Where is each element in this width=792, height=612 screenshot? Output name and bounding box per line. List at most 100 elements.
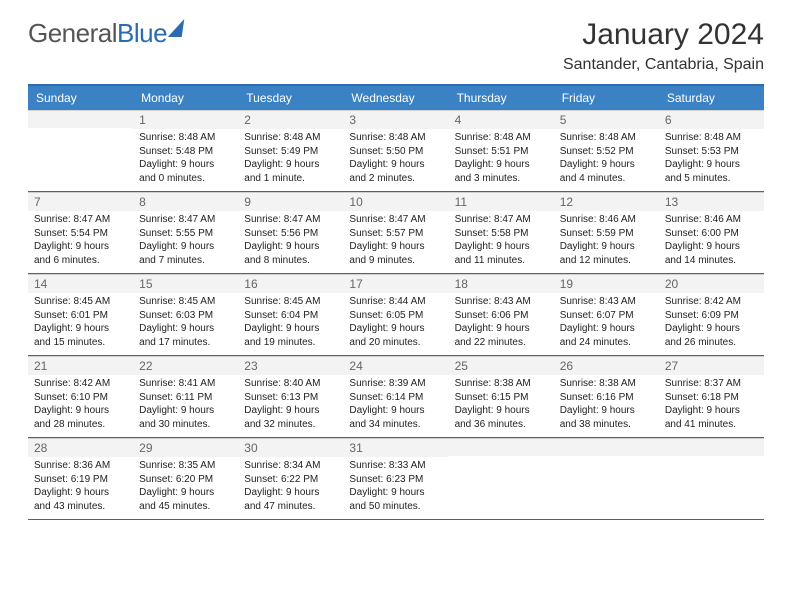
day-detail: Sunrise: 8:38 AMSunset: 6:16 PMDaylight:… xyxy=(560,377,653,431)
day-detail: Sunrise: 8:40 AMSunset: 6:13 PMDaylight:… xyxy=(244,377,337,431)
day-number: 22 xyxy=(133,357,238,375)
day-detail: Sunrise: 8:46 AMSunset: 5:59 PMDaylight:… xyxy=(560,213,653,267)
day-header: Tuesday xyxy=(238,86,343,110)
day-cell: 13 Sunrise: 8:46 AMSunset: 6:00 PMDayligh… xyxy=(659,192,764,273)
daylight-text: Daylight: 9 hours and 36 minutes. xyxy=(455,404,548,431)
daylight-text: Daylight: 9 hours and 41 minutes. xyxy=(665,404,758,431)
day-number: 5 xyxy=(554,111,659,129)
day-header: Saturday xyxy=(659,86,764,110)
day-number xyxy=(659,439,764,456)
day-cell xyxy=(554,438,659,519)
day-detail: Sunrise: 8:47 AMSunset: 5:58 PMDaylight:… xyxy=(455,213,548,267)
sunrise-text: Sunrise: 8:48 AM xyxy=(139,131,232,145)
day-number: 13 xyxy=(659,193,764,211)
sunrise-text: Sunrise: 8:47 AM xyxy=(139,213,232,227)
logo: GeneralBlue xyxy=(28,18,183,49)
day-detail: Sunrise: 8:48 AMSunset: 5:48 PMDaylight:… xyxy=(139,131,232,185)
sunset-text: Sunset: 5:56 PM xyxy=(244,227,337,241)
day-cell: 7Sunrise: 8:47 AMSunset: 5:54 PMDaylight… xyxy=(28,192,133,273)
sunrise-text: Sunrise: 8:46 AM xyxy=(560,213,653,227)
daylight-text: Daylight: 9 hours and 14 minutes. xyxy=(665,240,758,267)
day-detail: Sunrise: 8:46 AMSunset: 6:00 PMDaylight:… xyxy=(665,213,758,267)
daylight-text: Daylight: 9 hours and 38 minutes. xyxy=(560,404,653,431)
calendar: Sunday Monday Tuesday Wednesday Thursday… xyxy=(28,84,764,520)
day-number: 20 xyxy=(659,275,764,293)
day-number: 31 xyxy=(343,439,448,457)
day-cell: 3 Sunrise: 8:48 AMSunset: 5:50 PMDaylight… xyxy=(343,110,448,191)
sunset-text: Sunset: 5:49 PM xyxy=(244,145,337,159)
daylight-text: Daylight: 9 hours and 15 minutes. xyxy=(34,322,127,349)
daylight-text: Daylight: 9 hours and 9 minutes. xyxy=(349,240,442,267)
day-number: 8 xyxy=(133,193,238,211)
day-number: 6 xyxy=(659,111,764,129)
day-cell: 20Sunrise: 8:42 AMSunset: 6:09 PMDayligh… xyxy=(659,274,764,355)
week-row: 28Sunrise: 8:36 AMSunset: 6:19 PMDayligh… xyxy=(28,438,764,520)
sunset-text: Sunset: 5:55 PM xyxy=(139,227,232,241)
day-cell: 17 Sunrise: 8:44 AMSunset: 6:05 PMDayligh… xyxy=(343,274,448,355)
daylight-text: Daylight: 9 hours and 11 minutes. xyxy=(455,240,548,267)
sunrise-text: Sunrise: 8:48 AM xyxy=(244,131,337,145)
day-header-row: Sunday Monday Tuesday Wednesday Thursday… xyxy=(28,86,764,110)
day-number: 26 xyxy=(554,357,659,375)
daylight-text: Daylight: 9 hours and 5 minutes. xyxy=(665,158,758,185)
daylight-text: Daylight: 9 hours and 0 minutes. xyxy=(139,158,232,185)
daylight-text: Daylight: 9 hours and 22 minutes. xyxy=(455,322,548,349)
daylight-text: Daylight: 9 hours and 12 minutes. xyxy=(560,240,653,267)
day-cell: 11 Sunrise: 8:47 AMSunset: 5:58 PMDayligh… xyxy=(449,192,554,273)
sunset-text: Sunset: 5:58 PM xyxy=(455,227,548,241)
day-detail: Sunrise: 8:37 AMSunset: 6:18 PMDaylight:… xyxy=(665,377,758,431)
day-number: 11 xyxy=(449,193,554,211)
sunrise-text: Sunrise: 8:48 AM xyxy=(665,131,758,145)
sunrise-text: Sunrise: 8:42 AM xyxy=(34,377,127,391)
sunrise-text: Sunrise: 8:43 AM xyxy=(560,295,653,309)
daylight-text: Daylight: 9 hours and 43 minutes. xyxy=(34,486,127,513)
day-detail: Sunrise: 8:45 AMSunset: 6:04 PMDaylight:… xyxy=(244,295,337,349)
daylight-text: Daylight: 9 hours and 20 minutes. xyxy=(349,322,442,349)
day-cell xyxy=(659,438,764,519)
day-header: Sunday xyxy=(28,86,133,110)
day-number: 28 xyxy=(28,439,133,457)
day-number: 25 xyxy=(449,357,554,375)
sunrise-text: Sunrise: 8:44 AM xyxy=(349,295,442,309)
day-cell: 24Sunrise: 8:39 AMSunset: 6:14 PMDayligh… xyxy=(343,356,448,437)
day-detail: Sunrise: 8:45 AMSunset: 6:01 PMDaylight:… xyxy=(34,295,127,349)
week-row: 21Sunrise: 8:42 AMSunset: 6:10 PMDayligh… xyxy=(28,356,764,438)
sunrise-text: Sunrise: 8:47 AM xyxy=(455,213,548,227)
sunset-text: Sunset: 6:11 PM xyxy=(139,391,232,405)
day-detail: Sunrise: 8:35 AMSunset: 6:20 PMDaylight:… xyxy=(139,459,232,513)
week-row: 7Sunrise: 8:47 AMSunset: 5:54 PMDaylight… xyxy=(28,192,764,274)
sunrise-text: Sunrise: 8:47 AM xyxy=(244,213,337,227)
day-detail: Sunrise: 8:44 AMSunset: 6:05 PMDaylight:… xyxy=(349,295,442,349)
logo-text-2: Blue xyxy=(117,18,167,49)
day-header: Monday xyxy=(133,86,238,110)
day-cell: 16Sunrise: 8:45 AMSunset: 6:04 PMDayligh… xyxy=(238,274,343,355)
sunrise-text: Sunrise: 8:33 AM xyxy=(349,459,442,473)
header: GeneralBlue January 2024 Santander, Cant… xyxy=(28,18,764,74)
day-number: 17 xyxy=(343,275,448,293)
day-detail: Sunrise: 8:48 AMSunset: 5:50 PMDaylight:… xyxy=(349,131,442,185)
day-header: Thursday xyxy=(449,86,554,110)
day-detail: Sunrise: 8:47 AMSunset: 5:56 PMDaylight:… xyxy=(244,213,337,267)
sunrise-text: Sunrise: 8:40 AM xyxy=(244,377,337,391)
daylight-text: Daylight: 9 hours and 34 minutes. xyxy=(349,404,442,431)
sunrise-text: Sunrise: 8:38 AM xyxy=(455,377,548,391)
sunrise-text: Sunrise: 8:45 AM xyxy=(34,295,127,309)
day-detail: Sunrise: 8:48 AMSunset: 5:51 PMDaylight:… xyxy=(455,131,548,185)
day-cell: 15Sunrise: 8:45 AMSunset: 6:03 PMDayligh… xyxy=(133,274,238,355)
logo-triangle-icon xyxy=(168,19,185,37)
day-cell: 6Sunrise: 8:48 AMSunset: 5:53 PMDaylight… xyxy=(659,110,764,191)
sunrise-text: Sunrise: 8:48 AM xyxy=(455,131,548,145)
day-cell: 25Sunrise: 8:38 AMSunset: 6:15 PMDayligh… xyxy=(449,356,554,437)
day-number: 3 xyxy=(343,111,448,129)
sunset-text: Sunset: 5:48 PM xyxy=(139,145,232,159)
daylight-text: Daylight: 9 hours and 8 minutes. xyxy=(244,240,337,267)
location-label: Santander, Cantabria, Spain xyxy=(563,56,764,74)
sunrise-text: Sunrise: 8:45 AM xyxy=(139,295,232,309)
sunset-text: Sunset: 5:54 PM xyxy=(34,227,127,241)
sunset-text: Sunset: 6:18 PM xyxy=(665,391,758,405)
day-detail: Sunrise: 8:48 AMSunset: 5:52 PMDaylight:… xyxy=(560,131,653,185)
day-detail: Sunrise: 8:39 AMSunset: 6:14 PMDaylight:… xyxy=(349,377,442,431)
daylight-text: Daylight: 9 hours and 24 minutes. xyxy=(560,322,653,349)
daylight-text: Daylight: 9 hours and 19 minutes. xyxy=(244,322,337,349)
day-cell: 27Sunrise: 8:37 AMSunset: 6:18 PMDayligh… xyxy=(659,356,764,437)
